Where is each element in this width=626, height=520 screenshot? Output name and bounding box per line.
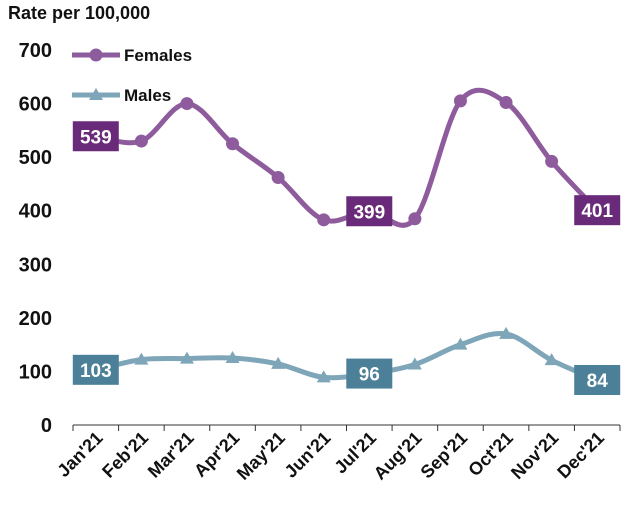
marker xyxy=(453,94,467,108)
legend-marker xyxy=(89,88,103,100)
x-tick-label: Mar'21 xyxy=(144,428,198,482)
x-tick-label: Jun'21 xyxy=(281,428,335,482)
data-label: 401 xyxy=(581,201,613,222)
data-label-box xyxy=(346,358,393,389)
marker xyxy=(180,97,194,111)
data-label: 103 xyxy=(80,361,112,382)
y-tick-label: 500 xyxy=(19,147,52,169)
data-label-box xyxy=(346,196,393,227)
data-label: 84 xyxy=(587,371,609,392)
y-tick-label: 700 xyxy=(19,40,52,62)
y-tick-label: 600 xyxy=(19,94,52,116)
x-tick-label: Oct'21 xyxy=(464,428,517,481)
data-label-box xyxy=(72,354,119,385)
marker xyxy=(271,171,285,184)
legend-marker xyxy=(89,48,103,62)
data-label-box xyxy=(72,121,119,152)
marker xyxy=(408,212,422,226)
x-tick-label: Sep'21 xyxy=(417,428,472,483)
legend-label: Males xyxy=(124,86,171,105)
marker xyxy=(317,213,331,227)
marker xyxy=(453,337,468,350)
marker xyxy=(226,137,240,151)
x-tick-label: Feb'21 xyxy=(98,428,152,482)
x-tick-label: Aug'21 xyxy=(370,428,426,484)
x-tick-label: Dec'21 xyxy=(553,428,608,483)
marker xyxy=(407,357,422,370)
marker xyxy=(271,356,286,369)
y-tick-label: 400 xyxy=(19,201,52,223)
y-tick-label: 0 xyxy=(41,415,52,437)
marker xyxy=(499,326,514,339)
x-tick-label: Jan'21 xyxy=(53,428,106,481)
legend-label: Females xyxy=(124,46,192,65)
data-label-box xyxy=(574,195,621,226)
marker xyxy=(544,353,559,366)
marker xyxy=(179,351,194,364)
x-tick-label: Nov'21 xyxy=(507,428,562,483)
marker xyxy=(225,351,240,364)
data-label: 399 xyxy=(353,202,385,223)
marker xyxy=(134,352,149,365)
chart-title: Rate per 100,000 xyxy=(8,3,150,23)
data-label-box xyxy=(574,365,621,395)
marker xyxy=(545,154,559,168)
marker xyxy=(499,96,513,109)
data-label: 539 xyxy=(80,127,112,148)
marker xyxy=(134,134,148,148)
y-tick-label: 200 xyxy=(19,308,52,330)
y-tick-label: 100 xyxy=(19,361,52,383)
marker xyxy=(316,370,331,383)
y-tick-label: 300 xyxy=(19,254,52,276)
x-tick-label: May'21 xyxy=(233,428,289,484)
data-label: 96 xyxy=(359,365,380,386)
